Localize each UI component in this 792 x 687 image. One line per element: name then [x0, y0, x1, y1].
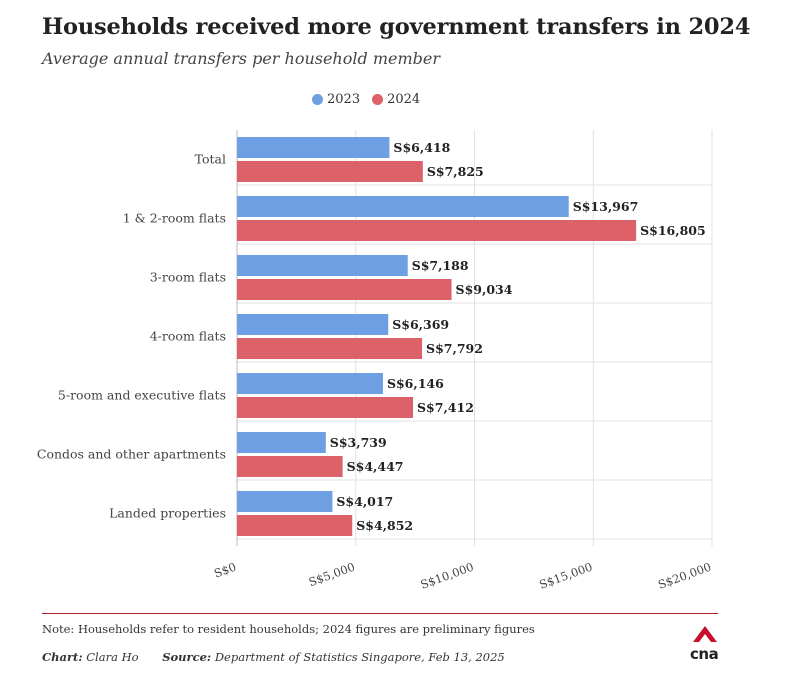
data-label-2023: S$6,369 [392, 317, 449, 332]
source: Department of Statistics Singapore, Feb … [214, 650, 505, 664]
data-label-2023: S$3,739 [330, 435, 387, 450]
bar-2024 [237, 397, 414, 418]
legend-swatch-2024 [372, 94, 384, 105]
data-label-2023: S$6,146 [387, 376, 444, 391]
x-tick-label: S$10,000 [419, 560, 476, 592]
bar-2023 [237, 314, 389, 335]
legend-label-2023: 2023 [327, 92, 361, 107]
data-label-2023: S$4,017 [336, 494, 393, 509]
data-label-2024: S$7,825 [427, 164, 484, 179]
category-label: Total [195, 152, 226, 167]
data-label-2024: S$7,792 [426, 341, 483, 356]
legend: 2023 2024 [312, 92, 420, 107]
bar-2024 [237, 338, 423, 359]
category-label: 1 & 2-room flats [123, 211, 226, 226]
x-tick-label: S$15,000 [537, 560, 594, 592]
chart-title: Households received more government tran… [42, 14, 751, 40]
bar-2024 [237, 456, 343, 477]
data-label-2023: S$6,418 [393, 140, 450, 155]
bar-2023 [237, 196, 569, 217]
data-label-2024: S$16,805 [640, 223, 706, 238]
chart-credit-label: Chart: [42, 650, 83, 664]
category-label: 4-room flats [150, 329, 226, 344]
bar-2023 [237, 137, 390, 158]
legend-swatch-2023 [312, 94, 323, 105]
bar-2023 [237, 432, 326, 453]
x-tick-label: S$20,000 [656, 560, 713, 592]
x-tick-label: S$5,000 [307, 560, 357, 590]
data-label-2024: S$9,034 [456, 282, 513, 297]
data-label-2023: S$13,967 [573, 199, 639, 214]
data-label-2024: S$7,412 [417, 400, 474, 415]
category-label: Landed properties [109, 506, 226, 521]
bar-chart: Total S$6,418 S$7,825 1 & 2-room flats S$13,… [37, 130, 713, 592]
source-label: Source: [162, 650, 212, 664]
legend-item-2023: 2023 [312, 92, 360, 107]
category-label: Condos and other apartments [37, 447, 226, 462]
bar-2024 [237, 515, 353, 536]
bar-2024 [237, 220, 637, 241]
legend-item-2024: 2024 [372, 92, 420, 107]
bar-2023 [237, 255, 408, 276]
footnote: Note: Households refer to resident house… [42, 622, 535, 636]
chart-subtitle: Average annual transfers per household m… [42, 49, 440, 68]
category-label: 3-room flats [150, 270, 226, 285]
bar-2023 [237, 373, 383, 394]
legend-label-2024: 2024 [387, 92, 421, 107]
bar-2023 [237, 491, 333, 512]
x-tick-label: S$0 [212, 560, 238, 581]
bar-2024 [237, 161, 423, 182]
bar-2024 [237, 279, 452, 300]
data-label-2024: S$4,447 [347, 459, 404, 474]
credits: Chart: Clara Ho Source: Department of St… [42, 650, 505, 664]
footer-rule [42, 613, 718, 614]
cna-logo-text: cna [690, 645, 719, 663]
category-label: 5-room and executive flats [58, 388, 226, 403]
cna-logo-icon [693, 626, 717, 642]
data-label-2023: S$7,188 [412, 258, 469, 273]
data-label-2024: S$4,852 [356, 518, 413, 533]
chart-credit: Clara Ho [86, 650, 139, 664]
